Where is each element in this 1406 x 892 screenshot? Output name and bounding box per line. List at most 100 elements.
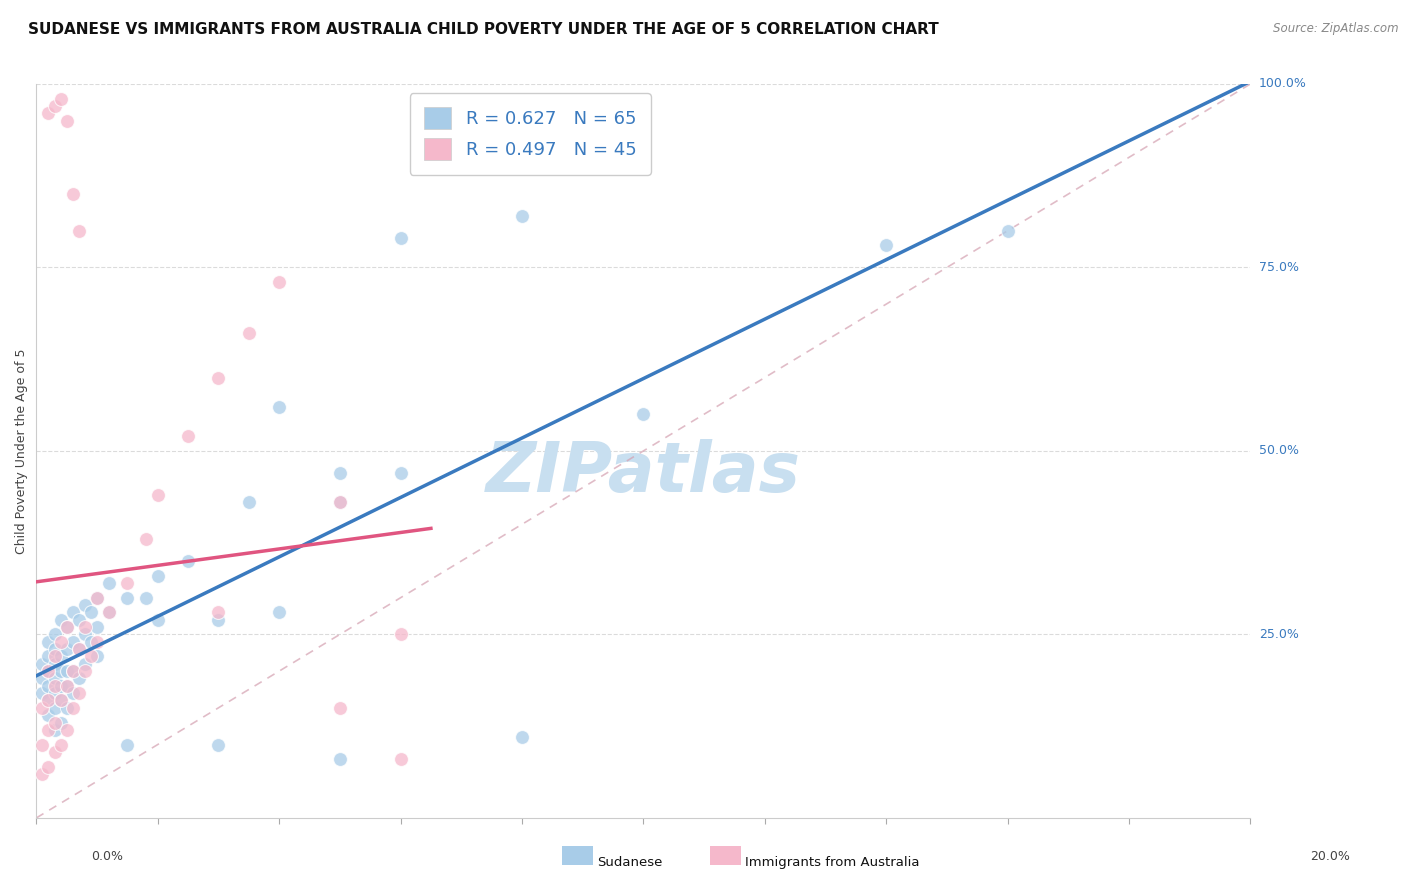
Point: [207, 738, 229, 752]
Point: [49, 613, 72, 627]
Point: [44, 715, 66, 730]
Point: [389, 466, 412, 480]
Point: [73, 627, 96, 641]
Point: [37, 649, 59, 664]
Text: ZIPatlas: ZIPatlas: [486, 440, 801, 507]
Point: [62, 664, 84, 678]
Point: [98, 606, 121, 620]
Point: [62, 664, 84, 678]
Text: 0.0%: 0.0%: [91, 850, 124, 863]
Point: [146, 568, 169, 582]
Point: [146, 613, 169, 627]
Point: [31, 672, 53, 686]
Point: [269, 275, 291, 289]
Point: [31, 686, 53, 700]
Point: [37, 664, 59, 678]
Point: [67, 686, 90, 700]
Legend: R = 0.627   N = 65, R = 0.497   N = 45: R = 0.627 N = 65, R = 0.497 N = 45: [409, 93, 651, 175]
Point: [389, 231, 412, 245]
Point: [80, 606, 103, 620]
Point: [117, 738, 139, 752]
Point: [997, 224, 1019, 238]
Point: [49, 693, 72, 707]
Point: [44, 686, 66, 700]
Point: [55, 664, 77, 678]
Point: [177, 554, 200, 568]
Point: [238, 326, 260, 341]
Point: [44, 649, 66, 664]
Point: [98, 576, 121, 591]
Point: [37, 679, 59, 693]
Text: Source: ZipAtlas.com: Source: ZipAtlas.com: [1274, 22, 1399, 36]
Point: [80, 649, 103, 664]
Point: [37, 708, 59, 723]
Point: [49, 715, 72, 730]
Point: [135, 532, 157, 546]
Point: [67, 613, 90, 627]
Point: [37, 664, 59, 678]
Point: [67, 642, 90, 657]
Point: [49, 92, 72, 106]
Point: [62, 686, 84, 700]
Point: [329, 495, 352, 509]
Point: [389, 627, 412, 641]
Point: [44, 672, 66, 686]
Point: [73, 598, 96, 612]
Point: [62, 701, 84, 715]
Point: [67, 672, 90, 686]
Point: [55, 620, 77, 634]
Point: [31, 738, 53, 752]
Text: Immigrants from Australia: Immigrants from Australia: [745, 856, 920, 869]
Text: 100.0%: 100.0%: [1258, 78, 1306, 90]
Point: [55, 723, 77, 737]
Point: [80, 634, 103, 648]
Point: [86, 591, 108, 605]
Point: [329, 495, 352, 509]
Point: [55, 113, 77, 128]
Point: [44, 723, 66, 737]
Point: [67, 642, 90, 657]
Point: [67, 224, 90, 238]
Text: SUDANESE VS IMMIGRANTS FROM AUSTRALIA CHILD POVERTY UNDER THE AGE OF 5 CORRELATI: SUDANESE VS IMMIGRANTS FROM AUSTRALIA CH…: [28, 22, 939, 37]
Point: [37, 759, 59, 773]
Point: [49, 738, 72, 752]
Point: [73, 620, 96, 634]
Point: [44, 657, 66, 671]
Point: [510, 730, 533, 744]
Point: [510, 209, 533, 223]
Point: [44, 99, 66, 113]
Point: [633, 407, 655, 421]
Point: [49, 693, 72, 707]
Point: [207, 613, 229, 627]
Point: [73, 664, 96, 678]
Point: [62, 187, 84, 202]
Point: [55, 642, 77, 657]
Point: [44, 679, 66, 693]
Point: [44, 701, 66, 715]
Point: [31, 701, 53, 715]
Point: [37, 693, 59, 707]
Point: [62, 606, 84, 620]
Point: [31, 657, 53, 671]
Text: 75.0%: 75.0%: [1258, 261, 1299, 274]
Point: [135, 591, 157, 605]
Point: [86, 591, 108, 605]
Point: [207, 606, 229, 620]
Point: [86, 649, 108, 664]
Point: [49, 664, 72, 678]
Point: [55, 679, 77, 693]
Point: [49, 679, 72, 693]
Text: 25.0%: 25.0%: [1258, 628, 1299, 641]
Point: [875, 238, 897, 252]
Point: [73, 657, 96, 671]
Point: [86, 620, 108, 634]
Point: [49, 634, 72, 648]
Point: [177, 429, 200, 443]
Y-axis label: Child Poverty Under the Age of 5: Child Poverty Under the Age of 5: [15, 348, 28, 554]
Point: [44, 642, 66, 657]
Text: 20.0%: 20.0%: [1310, 850, 1350, 863]
Point: [37, 723, 59, 737]
Point: [62, 634, 84, 648]
Point: [238, 495, 260, 509]
Point: [117, 576, 139, 591]
